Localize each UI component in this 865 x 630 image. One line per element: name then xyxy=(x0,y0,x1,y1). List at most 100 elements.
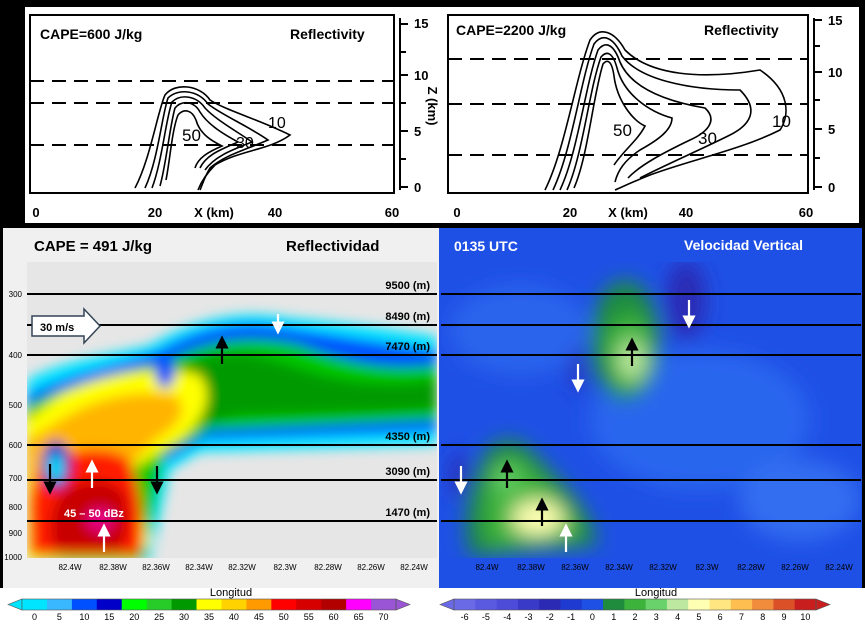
lon-tick-label: 82.28W xyxy=(314,563,342,572)
reflectivity-colorbar-tick-label: 25 xyxy=(154,612,164,622)
velocity-colorbar-title: Longitud xyxy=(635,587,677,599)
bottom-left-pressure-ticks: 300 400 500 600 700 800 900 1000 xyxy=(4,290,22,562)
velocity-colorbar-tick-label: 7 xyxy=(739,612,744,622)
velocity-colorbar-tick-label: -1 xyxy=(567,612,575,622)
z-tick-label: 10 xyxy=(828,65,842,80)
lon-tick-label: 82.38W xyxy=(517,563,545,572)
top-left-dashed-levels xyxy=(30,80,394,146)
velocity-colorbar-cell xyxy=(539,599,561,610)
z-tick-label: 10 xyxy=(414,68,428,83)
lon-tick-label: 82.34W xyxy=(185,563,213,572)
level-label: 9500 (m) xyxy=(385,280,430,292)
bottom-right-lon-ticks: 82.4W 82.38W 82.36W 82.34W 82.32W 82.3W … xyxy=(475,563,853,572)
level-label: 7470 (m) xyxy=(385,341,430,353)
reflectivity-colorbar-tick-label: 55 xyxy=(304,612,314,622)
z-tick-label: 0 xyxy=(828,180,835,195)
reflectivity-colorbar-tick-label: 45 xyxy=(254,612,264,622)
velocity-colorbar-tick-label: 2 xyxy=(632,612,637,622)
level-label: 8490 (m) xyxy=(385,311,430,323)
top-left-contour-label-10: 10 xyxy=(268,115,286,132)
velocity-colorbar-cell xyxy=(645,599,668,610)
velocity-colorbar-tick-label: -2 xyxy=(546,612,554,622)
velocity-colorbar-tick-label: -3 xyxy=(525,612,533,622)
reflectivity-colorbar: 0 5 10 15 20 25 30 35 40 45 50 55 60 65 70 Longitud xyxy=(7,587,411,622)
pressure-tick-label: 300 xyxy=(9,290,23,299)
top-left-contours xyxy=(134,86,292,191)
reflectivity-colorbar-cells xyxy=(7,598,411,611)
lon-tick-label: 82.34W xyxy=(605,563,633,572)
velocity-colorbar-cell xyxy=(730,599,753,610)
reflectivity-colorbar-tick-label: 5 xyxy=(57,612,62,622)
velocity-colorbar-cell xyxy=(603,599,625,610)
top-right-z-ticks: 0 5 10 15 xyxy=(828,13,842,195)
reflectivity-colorbar-tick-label: 60 xyxy=(329,612,339,622)
velocity-colorbar-tick-label: 4 xyxy=(675,612,680,622)
velocity-colorbar-cell xyxy=(581,599,604,610)
top-right-contour-label-10: 10 xyxy=(772,112,791,131)
bottom-left-plot: 9500 (m) 8490 (m) 7470 (m) 4350 (m) 3090… xyxy=(3,228,439,588)
velocity-colorbar-cell xyxy=(475,599,497,610)
lon-tick-label: 82.3W xyxy=(273,563,297,572)
reflectivity-field xyxy=(27,262,437,558)
x-tick-label: 40 xyxy=(679,205,693,220)
refl-hole-cyan xyxy=(49,454,63,482)
velocity-colorbar-cell xyxy=(688,599,710,610)
bottom-left-lon-ticks: 82.4W 82.38W 82.36W 82.34W 82.32W 82.3W … xyxy=(58,563,428,572)
velocity-colorbar-tick-label: 9 xyxy=(782,612,787,622)
vertical-velocity-field xyxy=(441,262,861,558)
x-tick-label: 0 xyxy=(32,205,39,220)
reflectivity-colorbar-tick-label: 30 xyxy=(179,612,189,622)
vv-downdraft-upper xyxy=(666,262,706,340)
velocity-colorbar: -6 -5 -4 -3 -2 -1 0 1 2 3 4 5 6 7 8 9 10 Longitud xyxy=(439,587,831,622)
reflectivity-colorbar-cell xyxy=(296,599,322,610)
z-tick-label: 5 xyxy=(828,122,835,137)
pressure-tick-label: 700 xyxy=(9,474,23,483)
velocity-colorbar-cell xyxy=(517,599,540,610)
lon-tick-label: 82.28W xyxy=(737,563,765,572)
contour-10 xyxy=(544,31,787,191)
reflectivity-colorbar-cell xyxy=(71,599,98,610)
vv-light-blue xyxy=(740,460,860,540)
velocity-colorbar-tick-label: 0 xyxy=(590,612,595,622)
z-tick-label: 15 xyxy=(828,13,842,28)
reflectivity-colorbar-cell xyxy=(321,599,347,610)
velocity-colorbar-tick-label: 10 xyxy=(800,612,810,622)
reflectivity-colorbar-cell xyxy=(246,599,272,610)
top-right-contour-label-50: 50 xyxy=(613,121,632,140)
top-left-title: Reflectivity xyxy=(290,26,365,42)
reflectivity-colorbar-cell xyxy=(146,599,172,610)
vv-updraft-lower-core xyxy=(493,464,517,492)
pressure-tick-label: 500 xyxy=(9,401,23,410)
reflectivity-colorbar-cell xyxy=(96,599,123,610)
z-tick-label: 5 xyxy=(414,124,421,139)
velocity-colorbar-frame xyxy=(453,598,817,611)
reflectivity-colorbar-cell xyxy=(121,599,148,610)
pressure-tick-label: 800 xyxy=(9,503,23,512)
pressure-tick-label: 1000 xyxy=(4,553,22,562)
bottom-left-cape-label: CAPE = 491 J/kg xyxy=(34,238,152,255)
velocity-colorbar-tick-label: -6 xyxy=(461,612,469,622)
velocity-colorbar-tick-label: 5 xyxy=(696,612,701,622)
wind-scale-label: 30 m/s xyxy=(40,322,74,334)
velocity-colorbar-tick-label: 6 xyxy=(718,612,723,622)
reflectivity-colorbar-cell xyxy=(371,599,397,610)
velocity-colorbar-cell xyxy=(666,599,689,610)
velocity-colorbar-tick-label: 8 xyxy=(760,612,765,622)
refl-notch xyxy=(155,356,175,388)
pressure-tick-label: 600 xyxy=(9,441,23,450)
velocity-colorbar-cell xyxy=(496,599,519,610)
top-right-z-axis xyxy=(813,18,822,190)
bottom-left-level-labels: 9500 (m) 8490 (m) 7470 (m) 4350 (m) 3090… xyxy=(385,280,430,519)
reflectivity-colorbar-title: Longitud xyxy=(210,587,252,599)
velocity-colorbar-cell xyxy=(560,599,583,610)
bottom-right-plot: 82.4W 82.38W 82.36W 82.34W 82.32W 82.3W … xyxy=(439,228,862,588)
contour-30 xyxy=(151,96,254,189)
bottom-right-title: Velocidad Vertical xyxy=(684,237,803,253)
vv-updraft-lower-inner xyxy=(512,500,564,536)
reflectivity-colorbar-tick-label: 40 xyxy=(229,612,239,622)
reflectivity-colorbar-ticks: 0 5 10 15 20 25 30 35 40 45 50 55 60 65 70 xyxy=(32,612,389,622)
level-label: 3090 (m) xyxy=(385,466,430,478)
top-right-x-ticks: 0 20 40 60 xyxy=(453,205,813,220)
velocity-colorbar-tick-label: 3 xyxy=(654,612,659,622)
